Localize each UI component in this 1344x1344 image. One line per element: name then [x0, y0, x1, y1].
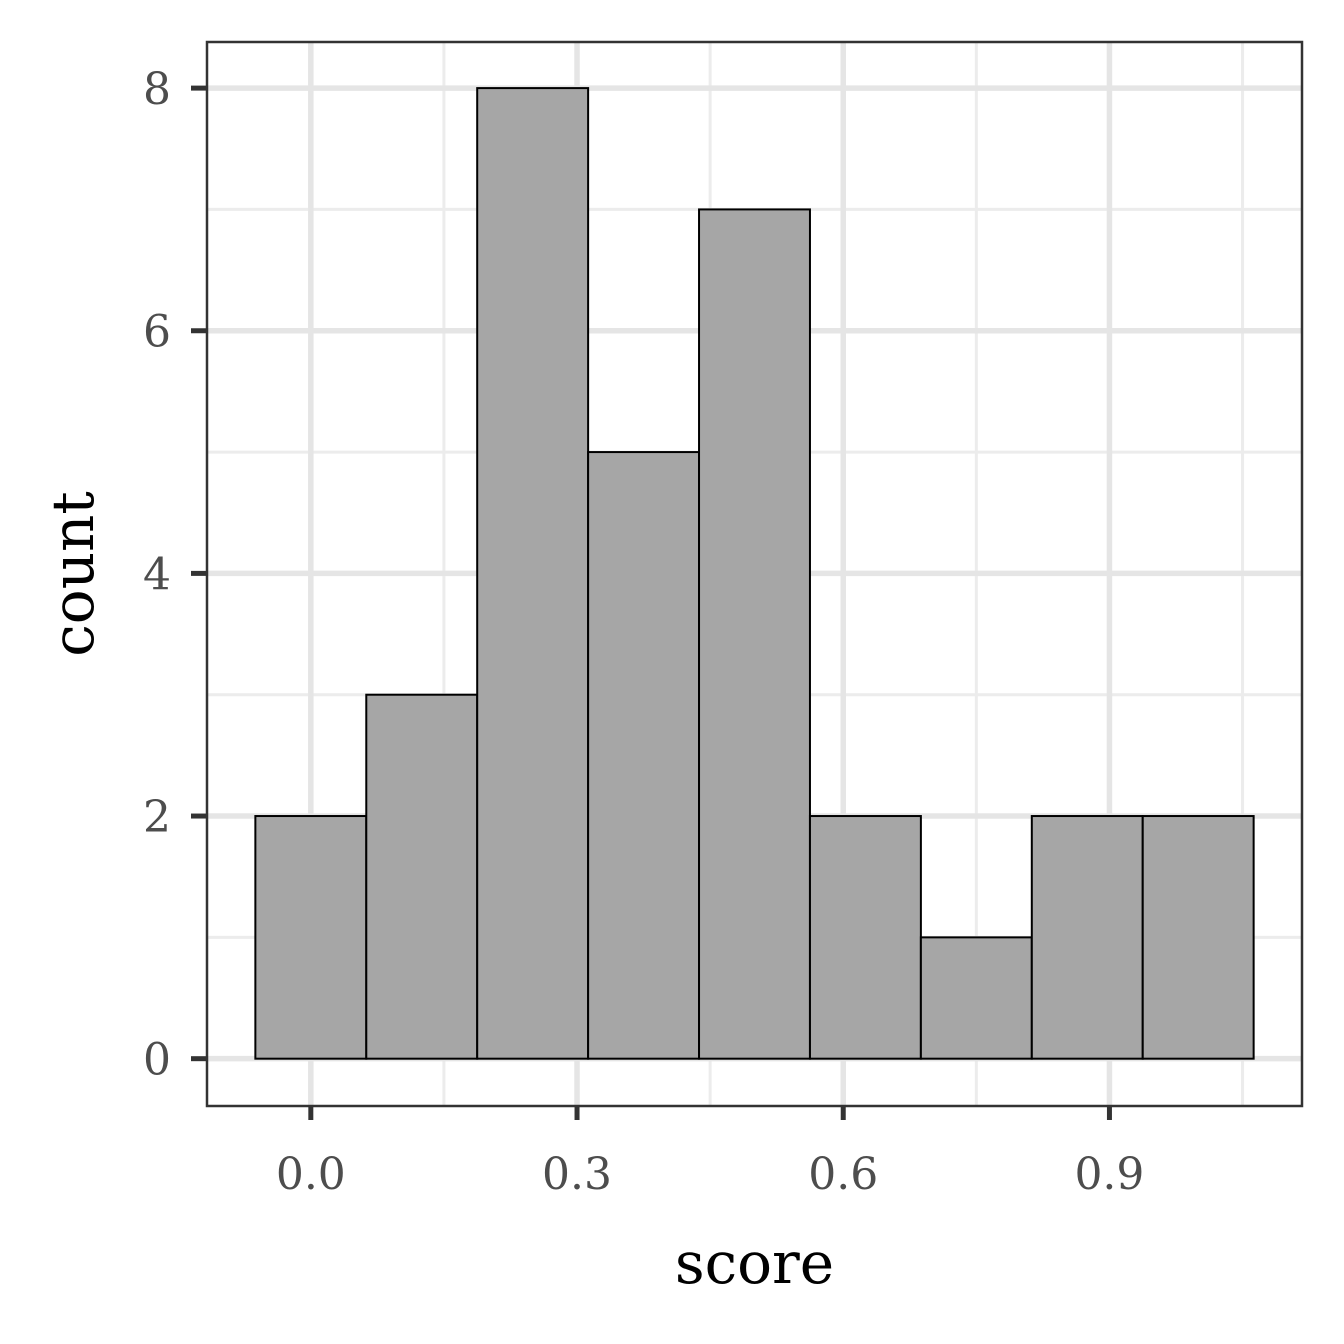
- y-tick-label: 0: [143, 1035, 171, 1086]
- x-axis-ticks: 0.0 0.3 0.6 0.9: [276, 1106, 1144, 1200]
- x-tick-label: 0.3: [542, 1149, 612, 1200]
- y-tick-label: 8: [143, 64, 171, 115]
- histogram-bar: [808, 815, 922, 1060]
- histogram-bar: [476, 87, 590, 1060]
- histogram-bar: [254, 815, 368, 1060]
- histogram-bar: [365, 693, 479, 1060]
- x-tick-label: 0.0: [276, 1149, 346, 1200]
- y-axis-ticks: 0 2 4 6 8: [143, 64, 207, 1086]
- x-tick-label: 0.9: [1074, 1149, 1144, 1200]
- y-tick-label: 6: [143, 307, 171, 358]
- x-tick-label: 0.6: [808, 1149, 878, 1200]
- histogram-bar: [698, 208, 811, 1060]
- x-axis-title: score: [675, 1229, 834, 1297]
- histogram-bars: [254, 87, 1255, 1060]
- y-tick-label: 2: [143, 792, 171, 843]
- histogram-bar: [919, 936, 1033, 1060]
- y-axis-title: count: [39, 491, 107, 656]
- histogram-bar: [1141, 815, 1255, 1060]
- y-tick-label: 4: [143, 549, 171, 600]
- histogram-bar: [1030, 815, 1144, 1060]
- histogram-bar: [587, 451, 701, 1060]
